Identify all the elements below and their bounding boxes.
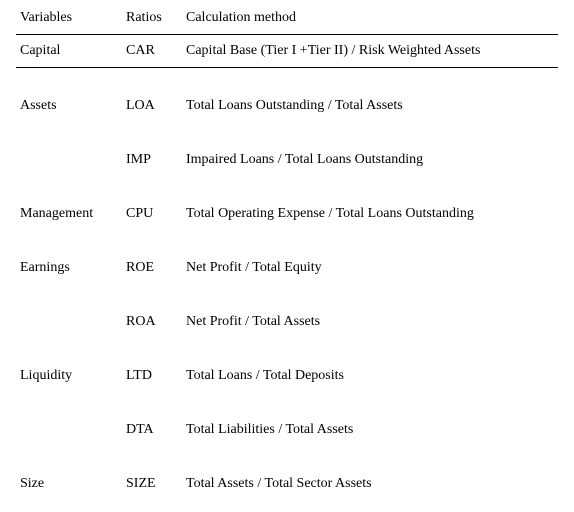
table-row: Assets LOA Total Loans Outstanding / Tot… — [16, 86, 558, 122]
header-ratios: Ratios — [126, 10, 186, 26]
table-row: ROA Net Profit / Total Assets — [16, 302, 558, 338]
header-method: Calculation method — [186, 10, 558, 26]
cell-ratio: DTA — [126, 422, 186, 438]
cell-method: Total Operating Expense / Total Loans Ou… — [186, 206, 558, 222]
cell-method: Impaired Loans / Total Loans Outstanding — [186, 152, 558, 168]
cell-method: Net Profit / Total Equity — [186, 260, 558, 276]
cell-ratio: ROA — [126, 314, 186, 330]
cell-method: Capital Base (Tier I +Tier II) / Risk We… — [186, 43, 558, 59]
cell-variable: Management — [16, 206, 126, 222]
cell-method: Total Liabilities / Total Assets — [186, 422, 558, 438]
table-row: Liquidity LTD Total Loans / Total Deposi… — [16, 356, 558, 392]
cell-method: Net Profit / Total Assets — [186, 314, 558, 330]
table-row: DTA Total Liabilities / Total Assets — [16, 410, 558, 446]
cell-ratio: IMP — [126, 152, 186, 168]
cell-method: Total Assets / Total Sector Assets — [186, 476, 558, 492]
cell-variable: Capital — [16, 43, 126, 59]
table-row: IMP Impaired Loans / Total Loans Outstan… — [16, 140, 558, 176]
table-row: Management CPU Total Operating Expense /… — [16, 194, 558, 230]
cell-ratio: LOA — [126, 98, 186, 114]
cell-variable: Earnings — [16, 260, 126, 276]
cell-ratio: ROE — [126, 260, 186, 276]
ratios-table: Variables Ratios Calculation method Capi… — [16, 8, 558, 500]
header-variables: Variables — [16, 10, 126, 26]
cell-method: Total Loans Outstanding / Total Assets — [186, 98, 558, 114]
cell-ratio: SIZE — [126, 476, 186, 492]
cell-ratio: CPU — [126, 206, 186, 222]
table-row: Size SIZE Total Assets / Total Sector As… — [16, 464, 558, 500]
cell-variable: Liquidity — [16, 368, 126, 384]
cell-variable: Assets — [16, 98, 126, 114]
table-header-row: Variables Ratios Calculation method — [16, 8, 558, 35]
cell-variable: Size — [16, 476, 126, 492]
table-row: Earnings ROE Net Profit / Total Equity — [16, 248, 558, 284]
cell-method: Total Loans / Total Deposits — [186, 368, 558, 384]
cell-ratio: CAR — [126, 43, 186, 59]
table-row: Capital CAR Capital Base (Tier I +Tier I… — [16, 35, 558, 68]
cell-ratio: LTD — [126, 368, 186, 384]
